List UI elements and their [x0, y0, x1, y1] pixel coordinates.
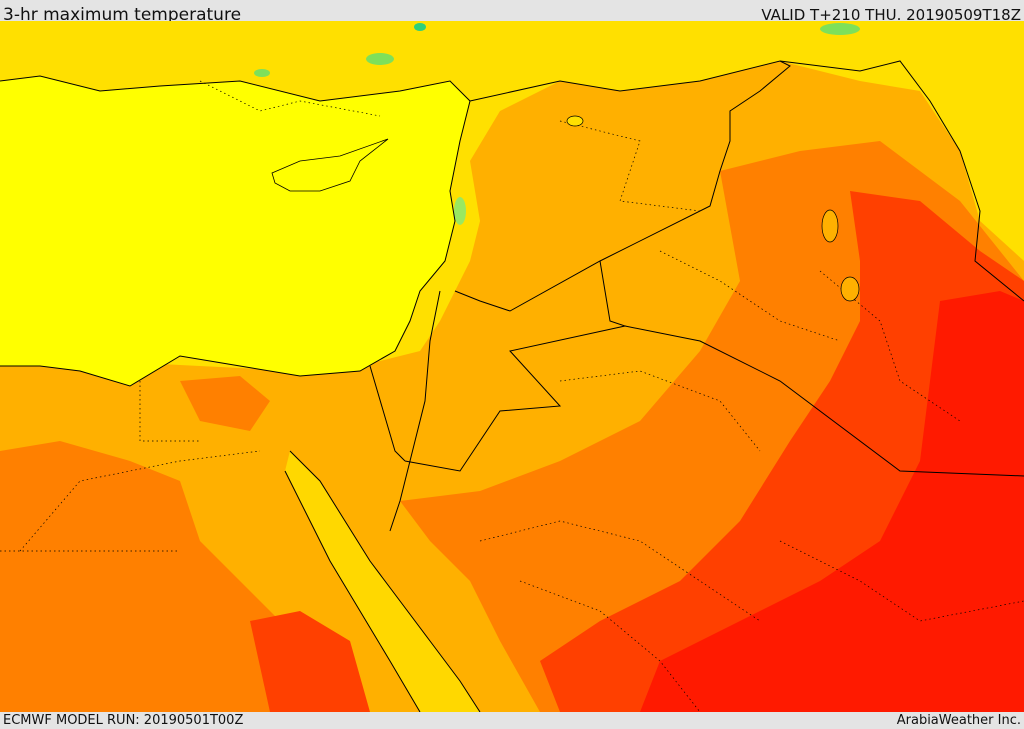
province-borders — [0, 80, 1024, 712]
credit: ArabiaWeather Inc. — [896, 713, 1021, 728]
band-extreme — [640, 291, 1024, 712]
lake-3 — [566, 115, 584, 127]
band-green-1 — [366, 53, 394, 65]
temperature-map[interactable] — [0, 21, 1024, 712]
band-hot-west — [0, 441, 330, 712]
map-canvas — [0, 21, 1024, 712]
band-green-3 — [820, 23, 860, 35]
model-run: ECMWF MODEL RUN: 20190501T00Z — [3, 713, 244, 728]
valid-time: VALID T+210 THU. 20190509T18Z — [761, 6, 1021, 24]
band-green-4 — [414, 23, 426, 31]
sea-mediterranean — [0, 76, 470, 386]
lake-1 — [821, 209, 839, 243]
header-bar: 3-hr maximum temperature VALID T+210 THU… — [0, 0, 1024, 25]
band-hot-west-2 — [180, 376, 270, 431]
band-green-2 — [254, 69, 270, 77]
map-title: 3-hr maximum temperature — [3, 5, 242, 25]
band-green-5 — [454, 197, 466, 225]
band-very-hot-sw — [250, 611, 370, 712]
sea-red — [285, 451, 480, 712]
footer-bar: ECMWF MODEL RUN: 20190501T00Z ArabiaWeat… — [0, 712, 1024, 729]
country-borders — [0, 60, 1024, 712]
island-cyprus — [271, 138, 389, 192]
lake-2 — [840, 276, 860, 302]
